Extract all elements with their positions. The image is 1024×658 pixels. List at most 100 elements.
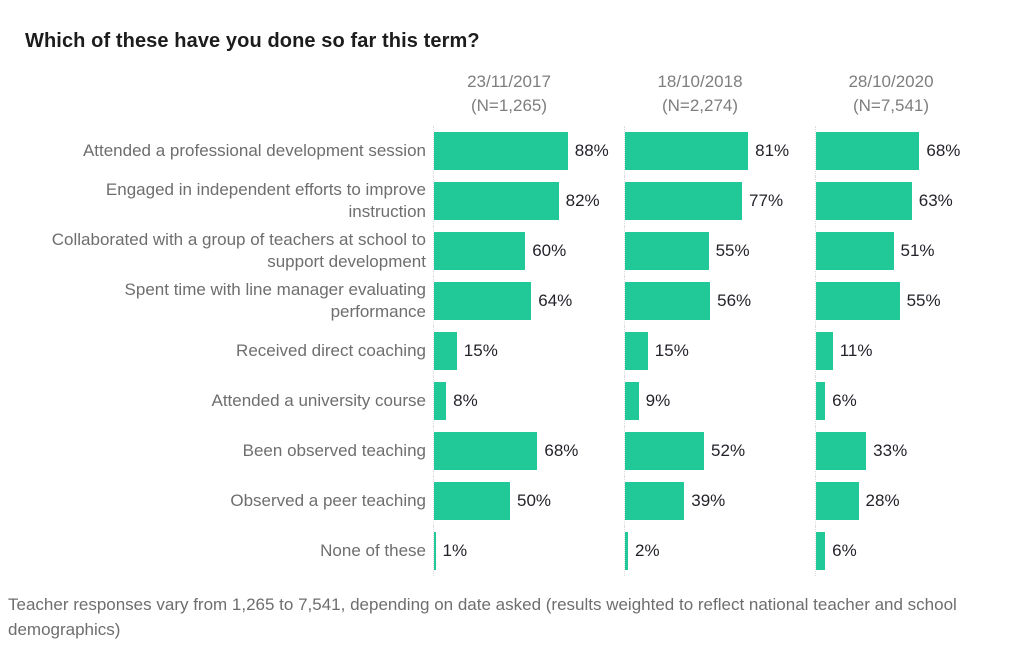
- bar: [434, 482, 510, 520]
- value-label: 88%: [574, 141, 609, 160]
- chart-row: Observed a peer teaching 50% 39% 28%: [0, 476, 1024, 526]
- column-header-2017: 23/11/2017 (N=1,265): [433, 70, 624, 118]
- category-label: Received direct coaching: [0, 326, 433, 376]
- bar: [625, 282, 711, 320]
- bar: [434, 282, 532, 320]
- category-label: Attended a professional development sess…: [0, 126, 433, 176]
- bar: [434, 332, 457, 370]
- bar-cell-18/10/2018: 39%: [624, 476, 815, 526]
- bar: [434, 182, 559, 220]
- value-label: 56%: [717, 291, 752, 310]
- bar-cell-23/11/2017: 8%: [433, 376, 624, 426]
- category-label-text: Attended a university course: [211, 391, 426, 410]
- value-label: 6%: [832, 391, 857, 410]
- value-label: 33%: [873, 441, 908, 460]
- column-header-date: 23/11/2017: [467, 72, 551, 91]
- value-label: 51%: [900, 241, 935, 260]
- value-label: 60%: [532, 241, 567, 260]
- value-label: 63%: [918, 191, 953, 210]
- category-label: Attended a university course: [0, 376, 433, 426]
- bar-cell-23/11/2017: 68%: [433, 426, 624, 476]
- value-label: 82%: [565, 191, 600, 210]
- bar-cell-18/10/2018: 15%: [624, 326, 815, 376]
- bar: [816, 282, 900, 320]
- value-label: 39%: [691, 491, 726, 510]
- bar-cell-28/10/2020: 68%: [815, 126, 1006, 176]
- bar-cell-28/10/2020: 55%: [815, 276, 1006, 326]
- chart-row: Engaged in independent efforts to improv…: [0, 176, 1024, 226]
- value-label: 68%: [544, 441, 579, 460]
- category-label-text: Engaged in independent efforts to improv…: [105, 180, 426, 221]
- value-label: 15%: [654, 341, 689, 360]
- bar: [816, 332, 833, 370]
- value-label: 8%: [453, 391, 478, 410]
- bar-cell-28/10/2020: 63%: [815, 176, 1006, 226]
- chart-row: Attended a university course 8% 9% 6%: [0, 376, 1024, 426]
- column-header-2020: 28/10/2020 (N=7,541): [815, 70, 1006, 118]
- value-label: 55%: [715, 241, 750, 260]
- bar: [625, 482, 685, 520]
- category-label: Been observed teaching: [0, 426, 433, 476]
- bar-cell-18/10/2018: 81%: [624, 126, 815, 176]
- bar: [434, 432, 538, 470]
- category-label-text: Spent time with line manager evaluating …: [124, 280, 426, 321]
- bar-cell-23/11/2017: 1%: [433, 526, 624, 576]
- chart-title: Which of these have you done so far this…: [25, 30, 480, 52]
- column-header-date: 18/10/2018: [657, 72, 743, 91]
- bar: [625, 332, 648, 370]
- category-label-text: Observed a peer teaching: [230, 491, 426, 510]
- bar-cell-28/10/2020: 51%: [815, 226, 1006, 276]
- value-label: 2%: [635, 541, 660, 560]
- bar: [816, 432, 867, 470]
- bar: [625, 532, 629, 570]
- bar-cell-23/11/2017: 88%: [433, 126, 624, 176]
- value-label: 9%: [645, 391, 671, 410]
- bar-cell-28/10/2020: 6%: [815, 376, 1006, 426]
- column-header-2018: 18/10/2018 (N=2,274): [624, 70, 815, 118]
- value-label: 81%: [755, 141, 790, 160]
- chart-row: Spent time with line manager evaluating …: [0, 276, 1024, 326]
- bar: [625, 132, 749, 170]
- value-label: 11%: [839, 341, 873, 360]
- category-label-text: Been observed teaching: [242, 441, 426, 460]
- bar-cell-18/10/2018: 9%: [624, 376, 815, 426]
- bar-cell-23/11/2017: 60%: [433, 226, 624, 276]
- chart-footnote: Teacher responses vary from 1,265 to 7,5…: [8, 595, 957, 639]
- category-label-text: Collaborated with a group of teachers at…: [51, 230, 426, 271]
- value-label: 55%: [906, 291, 941, 310]
- chart-row: Received direct coaching 15% 15% 11%: [0, 326, 1024, 376]
- bar: [816, 232, 894, 270]
- category-label-text: None of these: [320, 541, 426, 560]
- category-label: Engaged in independent efforts to improv…: [0, 176, 433, 226]
- bar: [625, 382, 639, 420]
- value-label: 64%: [538, 291, 573, 310]
- bar-cell-18/10/2018: 2%: [624, 526, 815, 576]
- value-label: 1%: [442, 541, 468, 560]
- value-label: 15%: [463, 341, 498, 360]
- bar-cell-18/10/2018: 52%: [624, 426, 815, 476]
- bar-cell-23/11/2017: 82%: [433, 176, 624, 226]
- bar-cell-23/11/2017: 50%: [433, 476, 624, 526]
- bar: [434, 382, 447, 420]
- bar: [434, 132, 568, 170]
- bar: [625, 182, 743, 220]
- bar-cell-28/10/2020: 11%: [815, 326, 1006, 376]
- bar: [816, 382, 826, 420]
- bar: [434, 232, 526, 270]
- category-label: Spent time with line manager evaluating …: [0, 276, 433, 326]
- bar: [816, 482, 859, 520]
- value-label: 77%: [749, 191, 784, 210]
- bar-cell-23/11/2017: 64%: [433, 276, 624, 326]
- column-header-n: (N=7,541): [852, 96, 930, 115]
- chart-row: None of these 1% 2% 6%: [0, 526, 1024, 576]
- bar-cell-28/10/2020: 33%: [815, 426, 1006, 476]
- bar: [816, 182, 912, 220]
- column-header-date: 28/10/2020: [848, 72, 934, 91]
- chart-body: Attended a professional development sess…: [0, 126, 1024, 576]
- bar-cell-18/10/2018: 55%: [624, 226, 815, 276]
- bar-chart: 23/11/2017 (N=1,265) 18/10/2018 (N=2,274…: [0, 70, 1024, 576]
- chart-row: Been observed teaching 68% 52% 33%: [0, 426, 1024, 476]
- value-label: 68%: [926, 141, 961, 160]
- category-label: Observed a peer teaching: [0, 476, 433, 526]
- bar: [625, 432, 705, 470]
